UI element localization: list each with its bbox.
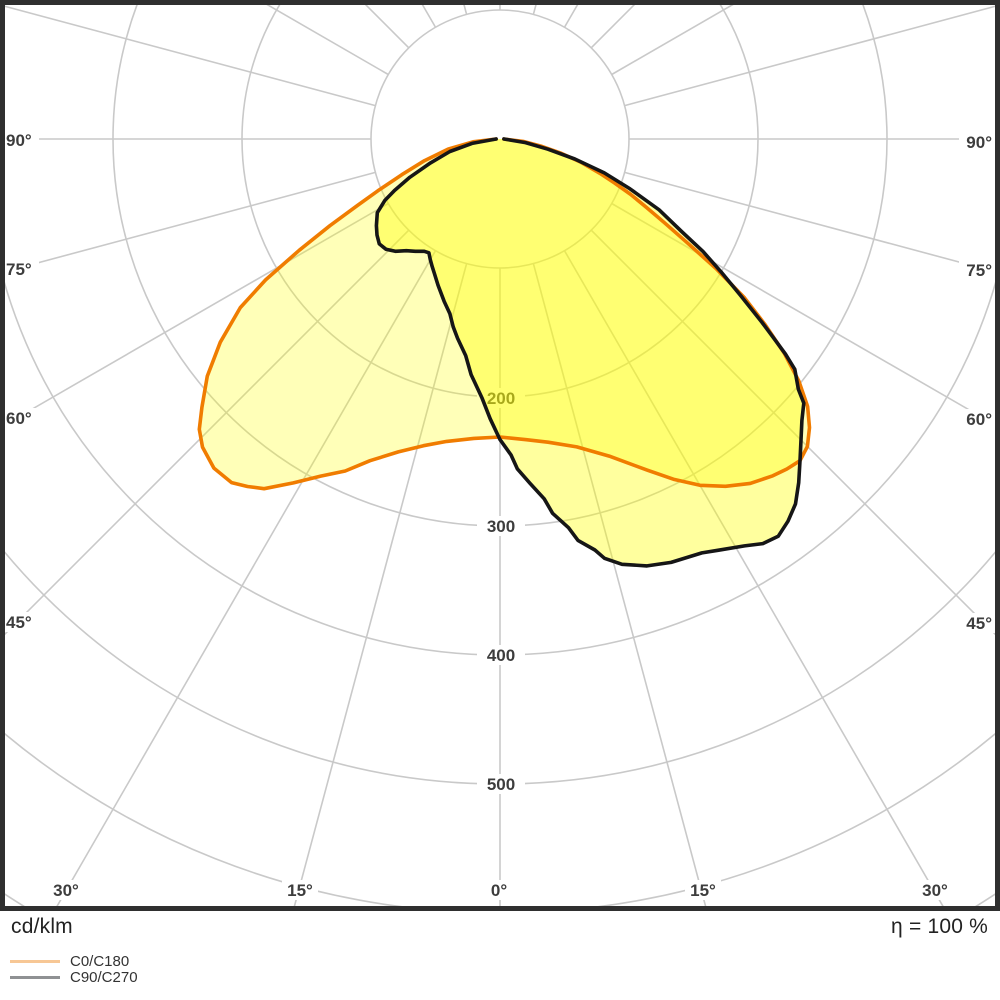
- grid-ray-15: [532, 263, 707, 906]
- grid-ray-315: [4, 229, 410, 637]
- units-label: cd/klm: [11, 915, 73, 938]
- curve-c90-c270: [374, 137, 806, 568]
- grid-ray-120: [611, 4, 736, 76]
- angle-label-left-75°: 75°: [6, 260, 32, 279]
- angle-label-right-60°: 60°: [966, 410, 992, 429]
- radial-label-500-bbox: [477, 774, 525, 794]
- angle-label-bottom-0-bbox: [48, 880, 84, 900]
- grid-ray-60: [611, 202, 996, 427]
- angle-label-right-60°-bbox: [959, 409, 995, 429]
- angle-label-bottom-3: 15°: [690, 881, 716, 900]
- angle-label-right-90°: 90°: [966, 133, 992, 152]
- legend-label-c0-c180: C0/C180: [70, 953, 130, 970]
- grid-ray-105: [624, 5, 996, 107]
- angle-label-left-60°-bbox: [4, 408, 39, 428]
- angle-label-left-45°: 45°: [6, 613, 32, 632]
- angle-label-bottom-1: 15°: [287, 881, 313, 900]
- angle-label-left-90°-bbox: [4, 130, 39, 150]
- grid-ray-30: [563, 250, 944, 906]
- angle-label-left-60°: 60°: [6, 409, 32, 428]
- angle-label-right-45°: 45°: [966, 614, 992, 633]
- fill-c90-c270: [376, 139, 804, 566]
- angle-label-left-75°-bbox: [4, 259, 39, 279]
- polar-chart: 90° 90° 75° 75° 60° 60° 45° 45° 30° 15° 0° 15° 30° 20…: [0, 0, 1000, 911]
- legend-label-c90-c270: C90/C270: [70, 969, 138, 986]
- grid-ray-255: [4, 5, 376, 107]
- chart-frame-border: [0, 0, 1000, 911]
- legend-swatch-c90-c270: [10, 976, 60, 979]
- angle-label-left-45°-bbox: [4, 612, 39, 632]
- angle-label-right-45°-bbox: [959, 613, 995, 633]
- legend-swatch-c0-c180: [10, 960, 60, 963]
- radial-label-400: 400: [487, 646, 515, 665]
- efficiency-label: η = 100 %: [891, 915, 988, 938]
- angle-label-bottom-4-bbox: [917, 880, 953, 900]
- grid-ray-240: [264, 4, 389, 76]
- fill-c0-c180: [199, 139, 810, 489]
- angle-label-bottom-2: 0°: [491, 881, 507, 900]
- grid-ray-330: [56, 250, 437, 906]
- radial-label-500: 500: [487, 775, 515, 794]
- angle-label-bottom-3-bbox: [685, 880, 721, 900]
- angle-label-bottom-0: 30°: [53, 881, 79, 900]
- curve-c0-c180: [197, 137, 812, 491]
- angle-label-bottom-4: 30°: [922, 881, 948, 900]
- grid-ray-345: [293, 263, 468, 906]
- angle-label-left-90°: 90°: [6, 131, 32, 150]
- chart-grid-and-curves: 90° 90° 75° 75° 60° 60° 45° 45° 30° 15° 0° 15° 30° 20…: [4, 4, 996, 906]
- angle-label-right-75°-bbox: [959, 260, 995, 280]
- angle-label-bottom-1-bbox: [282, 880, 318, 900]
- radial-label-200: 200: [487, 389, 515, 408]
- grid-ray-285: [4, 171, 376, 273]
- radial-label-200-bbox: [477, 388, 525, 408]
- radial-label-300: 300: [487, 517, 515, 536]
- grid-ray-300: [4, 202, 389, 427]
- radial-label-400-bbox: [477, 645, 525, 665]
- grid-ray-75: [624, 171, 996, 273]
- angle-label-right-90°-bbox: [959, 132, 995, 152]
- grid-ray-225: [363, 4, 410, 49]
- angle-label-right-75°: 75°: [966, 261, 992, 280]
- radial-label-300-bbox: [477, 516, 525, 536]
- angle-label-bottom-2-bbox: [481, 880, 517, 900]
- polar-diagram-svg: 90° 90° 75° 75° 60° 60° 45° 45° 30° 15° 0° 15° 30° 20…: [0, 0, 1000, 911]
- grid-ray-45: [590, 229, 996, 637]
- grid-ray-135: [590, 4, 637, 49]
